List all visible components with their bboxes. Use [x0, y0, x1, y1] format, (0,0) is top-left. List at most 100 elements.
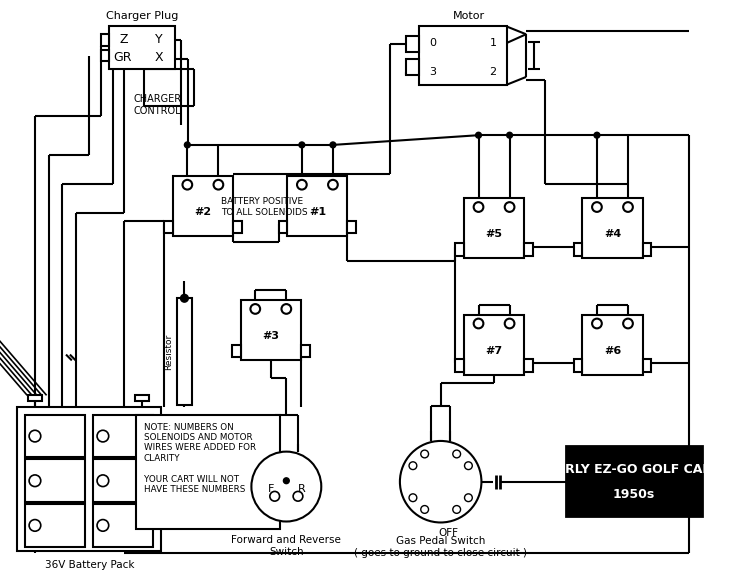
Bar: [135, 395, 148, 401]
Bar: [176, 298, 192, 405]
Circle shape: [293, 492, 303, 501]
Text: GR: GR: [113, 51, 132, 64]
Circle shape: [473, 319, 484, 328]
Circle shape: [97, 430, 109, 442]
Circle shape: [299, 142, 305, 148]
Bar: [25, 504, 85, 547]
Text: Forward and Reverse
Switch: Forward and Reverse Switch: [232, 535, 341, 557]
Circle shape: [251, 304, 260, 314]
Bar: [241, 300, 301, 360]
Text: 1: 1: [490, 38, 497, 48]
Bar: [164, 220, 173, 233]
Bar: [173, 176, 233, 236]
Bar: [455, 243, 464, 256]
Text: 2: 2: [490, 67, 497, 77]
Circle shape: [476, 132, 481, 138]
Text: #2: #2: [194, 207, 212, 217]
Circle shape: [251, 452, 321, 522]
Bar: [406, 59, 419, 75]
Bar: [524, 243, 533, 256]
Circle shape: [214, 180, 223, 189]
Circle shape: [592, 319, 602, 328]
Bar: [566, 446, 702, 516]
Text: 3: 3: [429, 67, 437, 77]
Circle shape: [506, 132, 512, 138]
Text: #6: #6: [604, 346, 621, 356]
Circle shape: [297, 180, 306, 189]
Bar: [287, 176, 348, 236]
Circle shape: [409, 494, 417, 502]
Text: #5: #5: [486, 229, 503, 239]
Bar: [25, 459, 85, 502]
Bar: [136, 415, 279, 529]
Text: #4: #4: [604, 229, 621, 239]
Circle shape: [29, 475, 40, 486]
Bar: [28, 395, 42, 401]
Circle shape: [420, 506, 429, 513]
Bar: [93, 415, 154, 457]
Circle shape: [29, 430, 40, 442]
Text: #7: #7: [486, 346, 503, 356]
Bar: [573, 243, 582, 256]
Circle shape: [453, 506, 461, 513]
Circle shape: [420, 450, 429, 458]
Text: R: R: [298, 485, 306, 495]
Text: X: X: [155, 51, 163, 64]
Circle shape: [623, 202, 633, 212]
Circle shape: [330, 142, 336, 148]
Bar: [642, 243, 651, 256]
Circle shape: [400, 441, 481, 523]
Text: CHARGER
CONTROL: CHARGER CONTROL: [134, 95, 182, 116]
Bar: [233, 220, 242, 233]
Text: #1: #1: [309, 207, 326, 217]
Bar: [455, 359, 464, 372]
Bar: [642, 359, 651, 372]
Text: F: F: [268, 485, 274, 495]
Circle shape: [97, 520, 109, 531]
Bar: [18, 407, 161, 550]
Circle shape: [181, 295, 188, 302]
Circle shape: [592, 202, 602, 212]
Text: 36V Battery Pack: 36V Battery Pack: [45, 560, 134, 570]
Bar: [109, 26, 175, 69]
Circle shape: [328, 180, 338, 189]
Circle shape: [282, 304, 291, 314]
Text: Z: Z: [120, 32, 129, 46]
Bar: [464, 198, 524, 259]
Bar: [582, 198, 642, 259]
Circle shape: [270, 492, 279, 501]
Circle shape: [505, 202, 514, 212]
Bar: [348, 220, 356, 233]
Circle shape: [184, 142, 190, 148]
Bar: [419, 26, 506, 85]
Circle shape: [623, 319, 633, 328]
Bar: [25, 415, 85, 457]
Text: Y: Y: [155, 32, 163, 46]
Bar: [93, 504, 154, 547]
Circle shape: [182, 180, 192, 189]
Bar: [406, 36, 419, 52]
Bar: [573, 359, 582, 372]
Text: BATTERY POSITIVE
TO ALL SOLENOIDS: BATTERY POSITIVE TO ALL SOLENOIDS: [221, 198, 308, 217]
Circle shape: [505, 319, 514, 328]
Bar: [93, 459, 154, 502]
Text: Resistor: Resistor: [165, 333, 173, 370]
Text: OFF: OFF: [439, 528, 459, 538]
Circle shape: [97, 475, 109, 486]
Circle shape: [594, 132, 600, 138]
Bar: [464, 315, 524, 375]
Bar: [582, 315, 642, 375]
Circle shape: [465, 494, 473, 502]
Text: Gas Pedal Switch
( goes to ground to close circuit ): Gas Pedal Switch ( goes to ground to clo…: [354, 536, 527, 557]
Circle shape: [409, 462, 417, 470]
Circle shape: [284, 478, 290, 484]
Circle shape: [453, 450, 461, 458]
Bar: [232, 345, 241, 358]
Circle shape: [473, 202, 484, 212]
Text: Charger Plug: Charger Plug: [106, 11, 178, 21]
Circle shape: [29, 520, 40, 531]
Text: #3: #3: [262, 331, 279, 341]
Text: 0: 0: [429, 38, 437, 48]
Text: EARLY EZ-GO GOLF CART: EARLY EZ-GO GOLF CART: [548, 463, 720, 476]
Bar: [301, 345, 309, 358]
